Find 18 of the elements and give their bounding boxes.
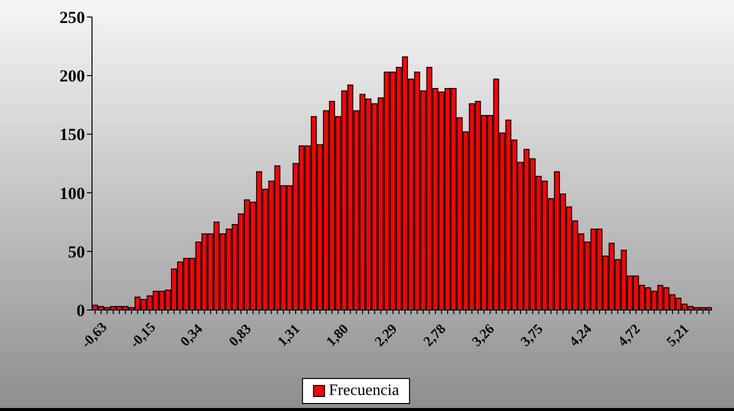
x-tick-label: 2,78 (421, 322, 450, 350)
legend-label: Frecuencia (328, 382, 400, 400)
x-tick-label: 3,75 (518, 322, 546, 350)
y-tick-label: 100 (60, 184, 85, 203)
x-tick-label: 1,31 (275, 322, 304, 350)
x-tick-label: 4,24 (567, 322, 596, 350)
x-tick-label: 0,83 (226, 322, 255, 350)
x-tick-label: 3,26 (470, 322, 498, 350)
y-tick-label: 150 (60, 125, 85, 144)
x-tick-label: 2,29 (372, 322, 401, 350)
x-tick-label: 4,72 (616, 322, 644, 350)
x-tick-label: 5,21 (664, 322, 692, 350)
x-tick-label: 0,34 (178, 322, 206, 350)
y-tick-label: 0 (76, 301, 85, 320)
y-tick-label: 50 (68, 242, 85, 262)
x-tick-label: 1,80 (324, 322, 352, 350)
y-tick-label: 250 (60, 8, 85, 28)
y-tick-label: 200 (60, 66, 85, 86)
